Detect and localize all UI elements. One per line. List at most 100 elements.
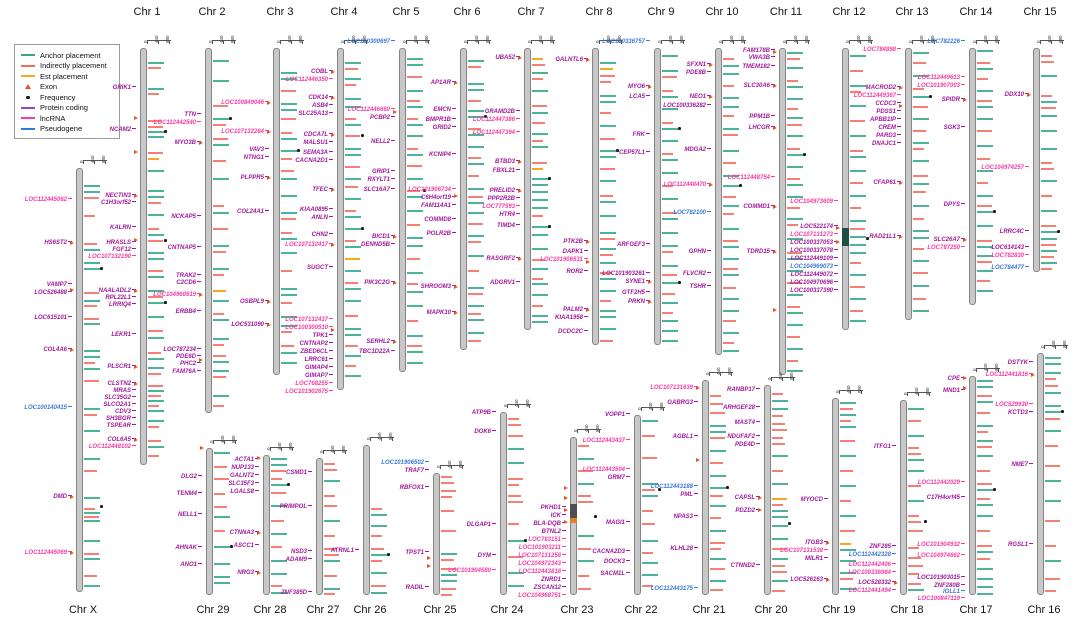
placement-tick (786, 148, 800, 150)
placement-tick (786, 86, 803, 88)
placement-tick (280, 170, 294, 172)
scale-tick (998, 40, 999, 44)
scale-tick-label: 0 (463, 40, 468, 43)
placement-tick (467, 287, 484, 289)
exon-marker-icon (199, 445, 204, 450)
placement-tick (213, 582, 230, 584)
placement-tick (907, 447, 919, 449)
placement-tick (661, 90, 673, 92)
scale-tick (599, 429, 600, 433)
gene-label: MYOCD (736, 497, 828, 504)
placement-tick (83, 558, 100, 560)
gene-label: SEMA3A (241, 150, 333, 157)
exon-marker-icon (585, 307, 590, 312)
gene-label: LOC104973609 (746, 199, 838, 206)
gene-label: SUGCT (241, 265, 333, 272)
scale-baseline (440, 465, 464, 466)
placement-tick (641, 420, 658, 422)
placement-tick (976, 195, 993, 197)
gene-label: LOC112448754 (683, 175, 775, 182)
gene-label: TPK1 (241, 333, 333, 340)
placement-tick (1044, 465, 1060, 467)
gene-label: DOK6 (404, 429, 496, 436)
scale-tick (641, 407, 642, 411)
scale-tick (1066, 345, 1067, 349)
placement-tick (786, 196, 803, 198)
placement-tick (147, 410, 164, 412)
placement-tick (722, 342, 734, 344)
placement-tick (370, 592, 387, 594)
placement-tick (976, 182, 988, 184)
placement-tick (83, 520, 100, 522)
placement-tick (976, 386, 993, 388)
exon-marker-icon (757, 507, 762, 512)
placement-tick (83, 323, 100, 325)
placement-tick (507, 435, 523, 437)
placement-tick (849, 320, 866, 322)
placement-tick (1040, 75, 1057, 77)
gene-label: COL4A6 (1, 347, 72, 354)
scale-tick-label: 0 (1040, 345, 1045, 348)
placement-tick (280, 178, 297, 180)
scale-tick (83, 160, 84, 164)
placement-tick (440, 580, 457, 582)
placement-tick (599, 248, 616, 250)
legend-item-anchor-placement: Anchor placement (21, 50, 115, 61)
placement-tick (709, 505, 726, 507)
placement-tick (212, 290, 226, 292)
placement-tick (771, 590, 785, 592)
scale-ruler: 0 440 880 (972, 354, 1002, 374)
placement-tick (976, 470, 990, 472)
placement-tick (577, 458, 594, 460)
chromosome-label-chr-13: Chr 13 (895, 6, 929, 18)
gene-label: LOC100140415 (1, 405, 72, 412)
gene-label: ARFGEF3 (558, 242, 650, 249)
gene-label: SHROOM3 (364, 284, 456, 291)
chromosome-label-chr-26: Chr 26 (353, 604, 387, 616)
placement-tick (976, 498, 990, 500)
scale-tick-label: 880 (1062, 340, 1067, 348)
placement-tick (976, 593, 993, 595)
placement-tick (976, 106, 993, 108)
scale-tick (224, 440, 225, 444)
placement-tick (212, 138, 228, 140)
gene-label: LOC112441816 (941, 372, 1033, 379)
scale-ruler: 0 440 880 (208, 26, 238, 46)
scale-tick (744, 40, 745, 44)
placement-tick (370, 525, 387, 527)
placement-tick (599, 156, 616, 158)
placement-tick (323, 535, 335, 537)
gene-label: CNTNAP5 (109, 245, 201, 252)
chromosome-label-chr-x: Chr X (68, 604, 98, 616)
placement-tick (467, 89, 484, 91)
placement-tick (1040, 268, 1052, 270)
scale-tick (280, 40, 281, 44)
chromosome-label-chr-28: Chr 28 (253, 604, 287, 616)
scale-ruler: 0 440 880 (527, 26, 557, 46)
scale-baseline (1044, 345, 1068, 346)
gene-label: ADGRV1 (428, 280, 520, 287)
placement-tick (344, 154, 361, 156)
placement-tick (976, 62, 990, 64)
placement-tick (599, 328, 616, 330)
chromosome-bar-chr-11 (778, 48, 786, 375)
gene-label: CTNND2 (668, 563, 760, 570)
gene-label: DOCK3 (538, 559, 630, 566)
scale-baseline (641, 407, 665, 408)
placement-tick (147, 385, 163, 387)
placement-tick (786, 98, 803, 100)
placement-tick (661, 265, 678, 267)
scale-baseline (280, 40, 304, 41)
scale-baseline (771, 377, 795, 378)
exon-marker-icon (647, 279, 652, 284)
exon-marker-icon (198, 292, 203, 297)
placement-tick (839, 402, 856, 404)
placement-tick (531, 90, 548, 92)
gene-label: CFAP61 (809, 180, 901, 187)
scale-tick (786, 40, 787, 44)
placement-tick (771, 429, 787, 431)
chromosome-label-chr-10: Chr 10 (705, 6, 739, 18)
gene-label: PRELID2 (428, 188, 520, 195)
chromosome-label-chr-8: Chr 8 (585, 6, 613, 18)
chromosome-label-chr-4: Chr 4 (330, 6, 358, 18)
